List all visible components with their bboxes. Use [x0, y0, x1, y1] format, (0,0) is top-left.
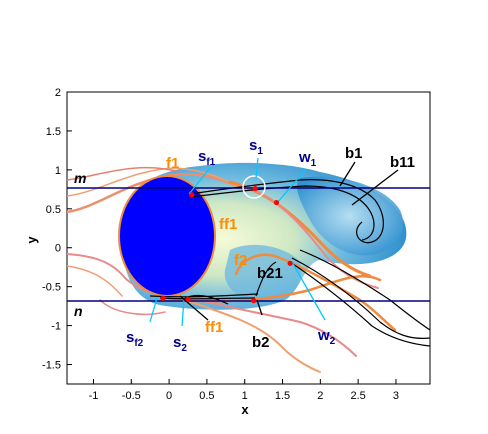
s1-highlight-circle	[242, 175, 266, 199]
orange-streaklines	[67, 166, 397, 373]
separation-markers	[160, 185, 293, 304]
annotation-s-2: s2	[173, 334, 187, 354]
x-tick-label: 3	[393, 390, 399, 402]
y-tick-label: 0	[55, 243, 61, 255]
annotation-b1: b1	[345, 145, 363, 162]
annotation-b21: b21	[257, 265, 283, 282]
x-tick-label: -0.5	[122, 390, 141, 402]
marker-s-1	[252, 185, 258, 192]
x-tick-label: 0.5	[199, 390, 214, 402]
x-tick-label: 2	[317, 390, 323, 402]
y-tick-label: -1	[51, 321, 61, 333]
y-tick-label: -0.5	[42, 282, 61, 294]
cylinder	[118, 175, 216, 297]
x-tick-label: 1	[242, 390, 248, 402]
y-tick-label: 0.5	[46, 204, 61, 216]
x-tick-label: 2.5	[351, 390, 366, 402]
x-axis-label: x	[241, 402, 249, 417]
annotation-f2: f2	[234, 252, 247, 269]
flow-field	[67, 162, 430, 373]
annotation-w-2: w2	[317, 327, 336, 347]
x-tick-label: -1	[89, 390, 99, 402]
x-tick-label: 0	[166, 390, 172, 402]
annotation-s-1: s1	[249, 137, 263, 157]
y-tick-label: 2	[55, 87, 61, 99]
y-axis-label: y	[24, 236, 39, 244]
annotation-s-f1: sf1	[198, 148, 216, 168]
marker-w-2	[287, 260, 293, 266]
marker-s-f1	[189, 192, 195, 198]
annotation-w-1: w1	[298, 149, 317, 169]
x-tick-label: 1.5	[275, 390, 290, 402]
y-tick-label: 1	[55, 165, 61, 177]
annotation-ff1-lower: ff1	[205, 319, 223, 336]
annotation-s-f2: sf2	[126, 329, 144, 349]
leader-lines	[149, 157, 399, 327]
annotation-b2: b2	[252, 334, 270, 351]
marker-w-1	[273, 199, 280, 206]
y-tick-label: -1.5	[42, 360, 61, 372]
vortex-lobe	[297, 176, 404, 256]
annotation-ff1-upper: ff1	[219, 216, 237, 233]
x-axis-ticks: -1 -0.5 0 0.5 1 1.5 2 2.5 3	[89, 379, 399, 402]
marker-s-f2	[160, 295, 166, 301]
annotation-b11: b11	[390, 154, 415, 171]
annotation-f1: f1	[166, 155, 179, 172]
marker-b2	[251, 298, 257, 304]
line-n-label: n	[74, 303, 83, 319]
y-axis-ticks: 2 1.5 1 0.5 0 -0.5 -1 -1.5	[42, 87, 72, 372]
line-m-label: m	[74, 170, 86, 186]
y-tick-label: 1.5	[46, 126, 61, 138]
marker-s-2	[185, 296, 191, 302]
